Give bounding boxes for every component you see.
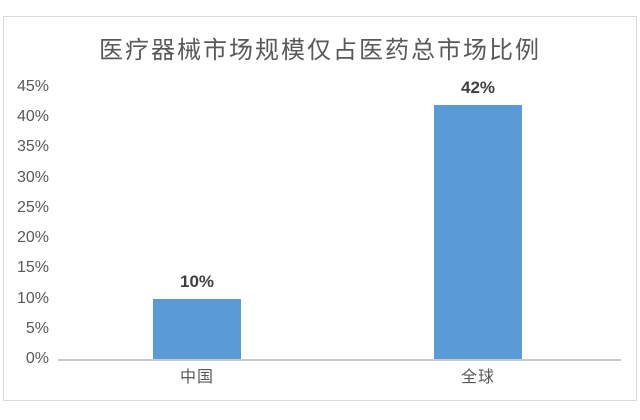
x-axis-line bbox=[58, 359, 621, 361]
y-tick-label: 20% bbox=[16, 229, 49, 247]
bar bbox=[434, 105, 522, 359]
y-tick-label: 35% bbox=[16, 138, 49, 156]
bar bbox=[153, 299, 241, 359]
y-tick-label: 30% bbox=[16, 168, 49, 186]
y-tick-label: 5% bbox=[25, 319, 49, 337]
y-tick-label: 40% bbox=[16, 108, 49, 126]
data-label: 42% bbox=[460, 78, 496, 97]
chart-title: 医疗器械市场规模仅占医药总市场比例 bbox=[99, 37, 541, 64]
y-tick-label: 0% bbox=[25, 350, 49, 367]
chart-frame: 医疗器械市场规模仅占医药总市场比例 0% 5% 10% 15% 20% 25% 30% 35%… bbox=[3, 16, 637, 401]
y-tick-label: 15% bbox=[16, 259, 49, 277]
y-tick-label: 25% bbox=[16, 198, 49, 216]
y-tick-label: 10% bbox=[16, 289, 49, 307]
category-label: 中国 bbox=[179, 369, 214, 386]
data-label: 10% bbox=[179, 272, 215, 291]
category-label: 全球 bbox=[460, 369, 495, 386]
y-tick-label: 45% bbox=[16, 78, 49, 95]
